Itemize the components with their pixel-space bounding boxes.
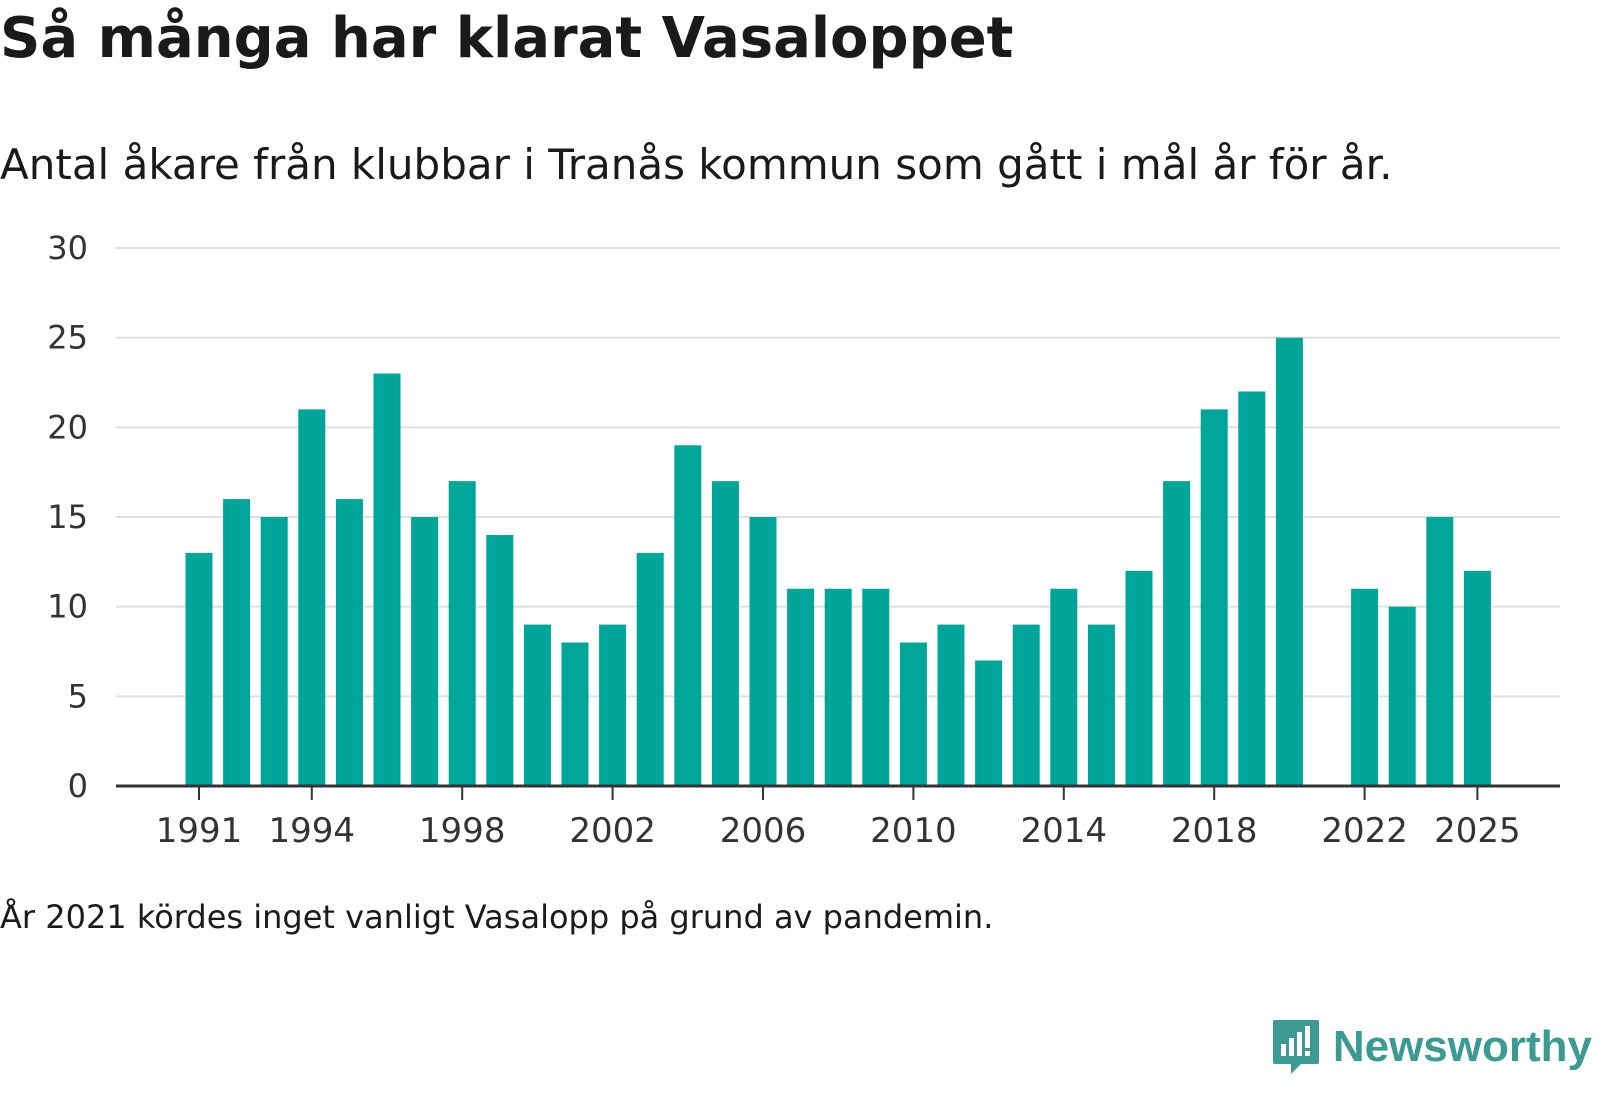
newsworthy-logo-icon <box>1272 1020 1319 1074</box>
bar-1998 <box>448 481 476 786</box>
bar-2017 <box>1163 481 1191 786</box>
x-tick-label: 2025 <box>1434 811 1521 851</box>
y-tick-label: 0 <box>68 767 88 805</box>
x-tick-label: 1998 <box>419 811 506 851</box>
bar-2012 <box>975 660 1003 786</box>
x-tick-label: 2006 <box>720 811 807 851</box>
y-tick-label: 30 <box>47 229 88 267</box>
bar-2011 <box>937 624 965 786</box>
bar-2000 <box>523 624 551 786</box>
bar-2013 <box>1012 624 1040 786</box>
bar-1995 <box>335 499 363 786</box>
bar-2022 <box>1351 588 1379 786</box>
bar-1992 <box>223 499 251 786</box>
chart-title: Så många har klarat Vasaloppet <box>0 6 1014 71</box>
bar-2009 <box>862 588 890 786</box>
bar-2001 <box>561 642 589 786</box>
bar-1991 <box>185 552 213 786</box>
chart-subtitle: Antal åkare från klubbar i Tranås kommun… <box>0 140 1393 189</box>
bar-2008 <box>824 588 852 786</box>
bar-1994 <box>298 409 326 786</box>
bar-1999 <box>486 534 514 786</box>
bar-1996 <box>373 373 401 786</box>
y-axis-ticks: 0 5 10 15 20 25 30 <box>47 229 88 805</box>
bar-2023 <box>1388 606 1416 786</box>
bar-2020 <box>1275 337 1303 786</box>
bar-2025 <box>1463 570 1491 786</box>
bar-2014 <box>1050 588 1078 786</box>
footnote: År 2021 kördes inget vanligt Vasalopp på… <box>0 898 994 936</box>
bar-2007 <box>787 588 815 786</box>
y-tick-label: 20 <box>47 408 88 446</box>
bar-2002 <box>599 624 627 786</box>
x-tick-label: 2002 <box>569 811 656 851</box>
y-tick-label: 25 <box>47 319 88 357</box>
bars <box>185 337 1491 786</box>
y-tick-label: 15 <box>47 498 88 536</box>
bar-2006 <box>749 517 777 786</box>
y-tick-label: 5 <box>68 677 88 715</box>
x-tick-label: 1991 <box>156 811 243 851</box>
x-tick-label: 2018 <box>1171 811 1258 851</box>
bar-2004 <box>674 445 702 786</box>
bar-2015 <box>1087 624 1115 786</box>
x-tick-label: 2022 <box>1321 811 1408 851</box>
bar-2018 <box>1200 409 1228 786</box>
x-axis-ticks: 1991 1994 1998 2002 2006 2010 2014 2018 2022 2025 <box>156 786 1521 851</box>
brand-name: Newsworthy <box>1332 1022 1592 1071</box>
bar-2005 <box>711 481 739 786</box>
bar-2003 <box>636 552 664 786</box>
bar-2019 <box>1238 391 1266 786</box>
y-tick-label: 10 <box>47 588 88 626</box>
bar-1993 <box>260 517 288 786</box>
bar-2024 <box>1426 517 1454 786</box>
brand-logo[interactable]: Newsworthy <box>1271 1018 1592 1076</box>
bar-2016 <box>1125 570 1153 786</box>
bar-1997 <box>411 517 439 786</box>
x-tick-label: 2014 <box>1021 811 1108 851</box>
bar-2010 <box>899 642 927 786</box>
x-tick-label: 1994 <box>269 811 356 851</box>
x-tick-label: 2010 <box>870 811 957 851</box>
